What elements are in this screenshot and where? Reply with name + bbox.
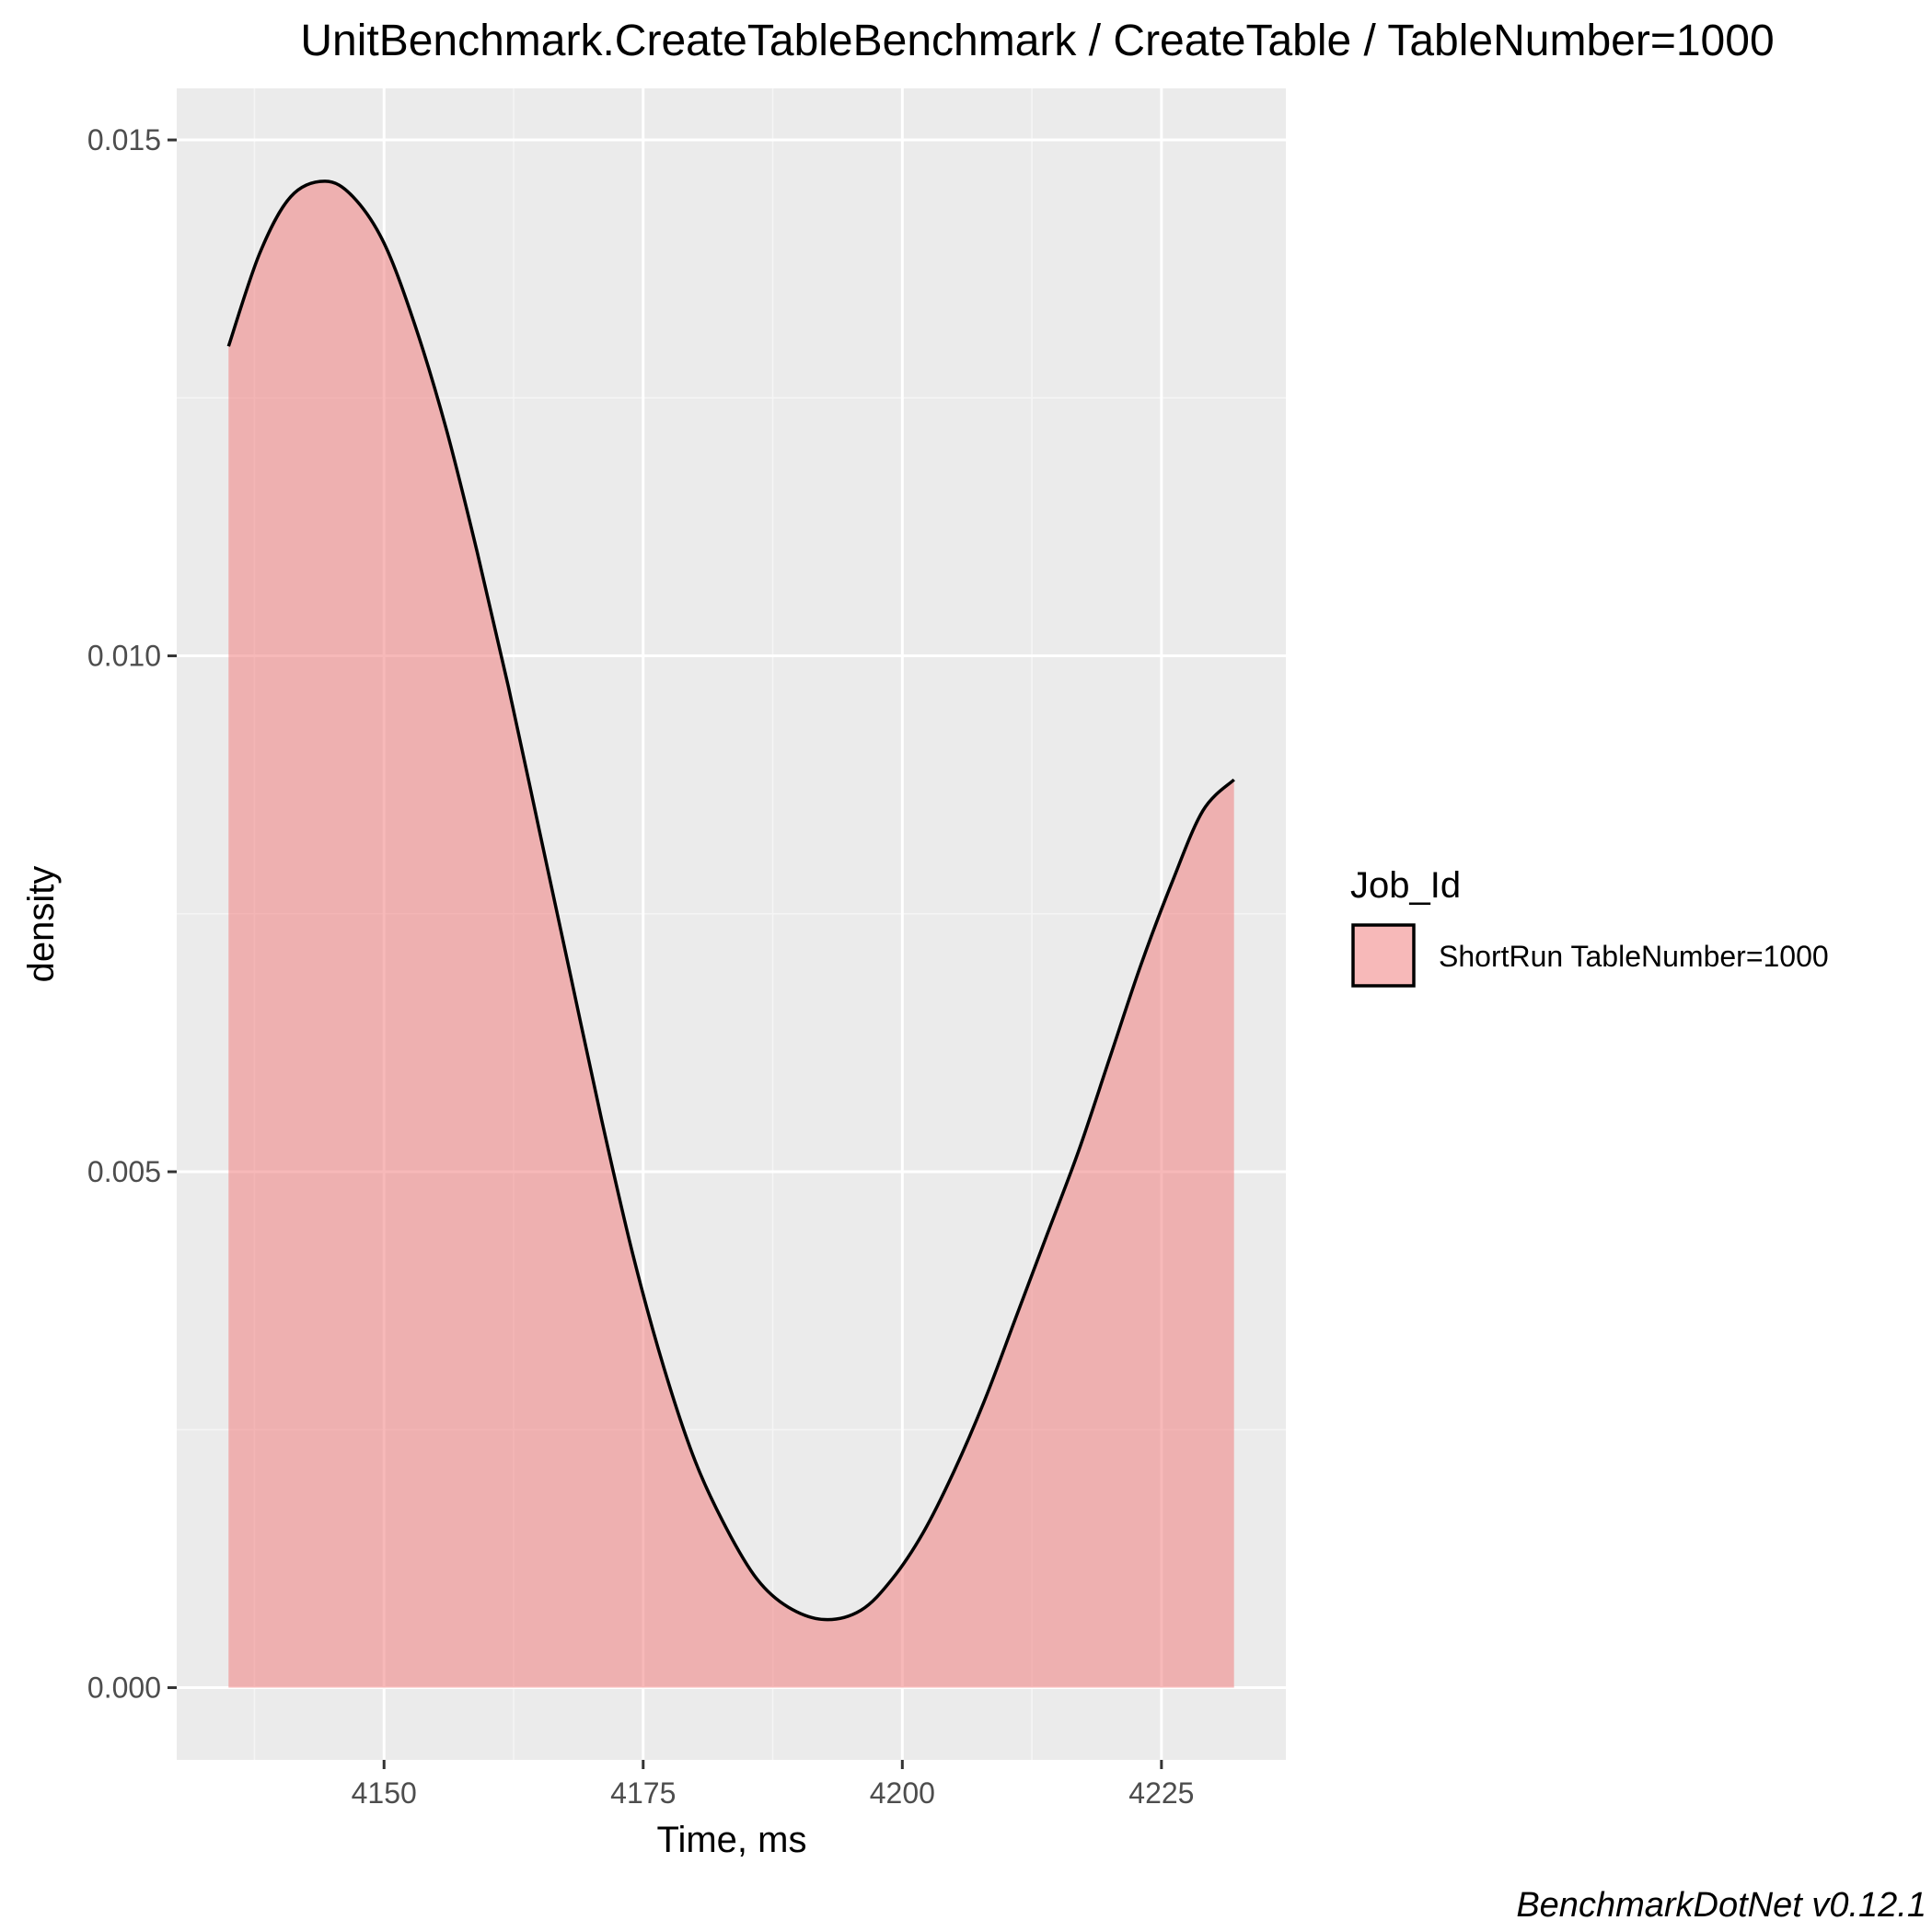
legend: Job_Id ShortRun TableNumber=1000 [1350,865,1829,988]
x-axis-title: Time, ms [657,1820,807,1860]
x-tick-label: 4150 [352,1776,417,1810]
y-axis-title: density [21,866,62,983]
caption: BenchmarkDotNet v0.12.1 [1516,1886,1926,1925]
y-axis: 0.000 0.005 0.010 0.015 [87,123,177,1705]
chart-title: UnitBenchmark.CreateTableBenchmark / Cre… [300,17,1774,65]
y-tick-label: 0.005 [87,1155,161,1188]
x-tick-label: 4225 [1128,1776,1194,1810]
x-axis: 4150 4175 4200 4225 [352,1760,1194,1810]
legend-title: Job_Id [1350,865,1461,906]
density-outline [226,179,1235,1622]
legend-entry-label: ShortRun TableNumber=1000 [1439,940,1829,973]
x-tick-label: 4175 [610,1776,676,1810]
density-area [228,180,1234,1688]
y-tick-label: 0.000 [87,1672,161,1705]
x-tick-label: 4200 [870,1776,935,1810]
density-area-layer [226,179,1235,1688]
y-tick-label: 0.015 [87,123,161,156]
y-tick-label: 0.010 [87,640,161,673]
legend-key-swatch [1351,923,1416,988]
